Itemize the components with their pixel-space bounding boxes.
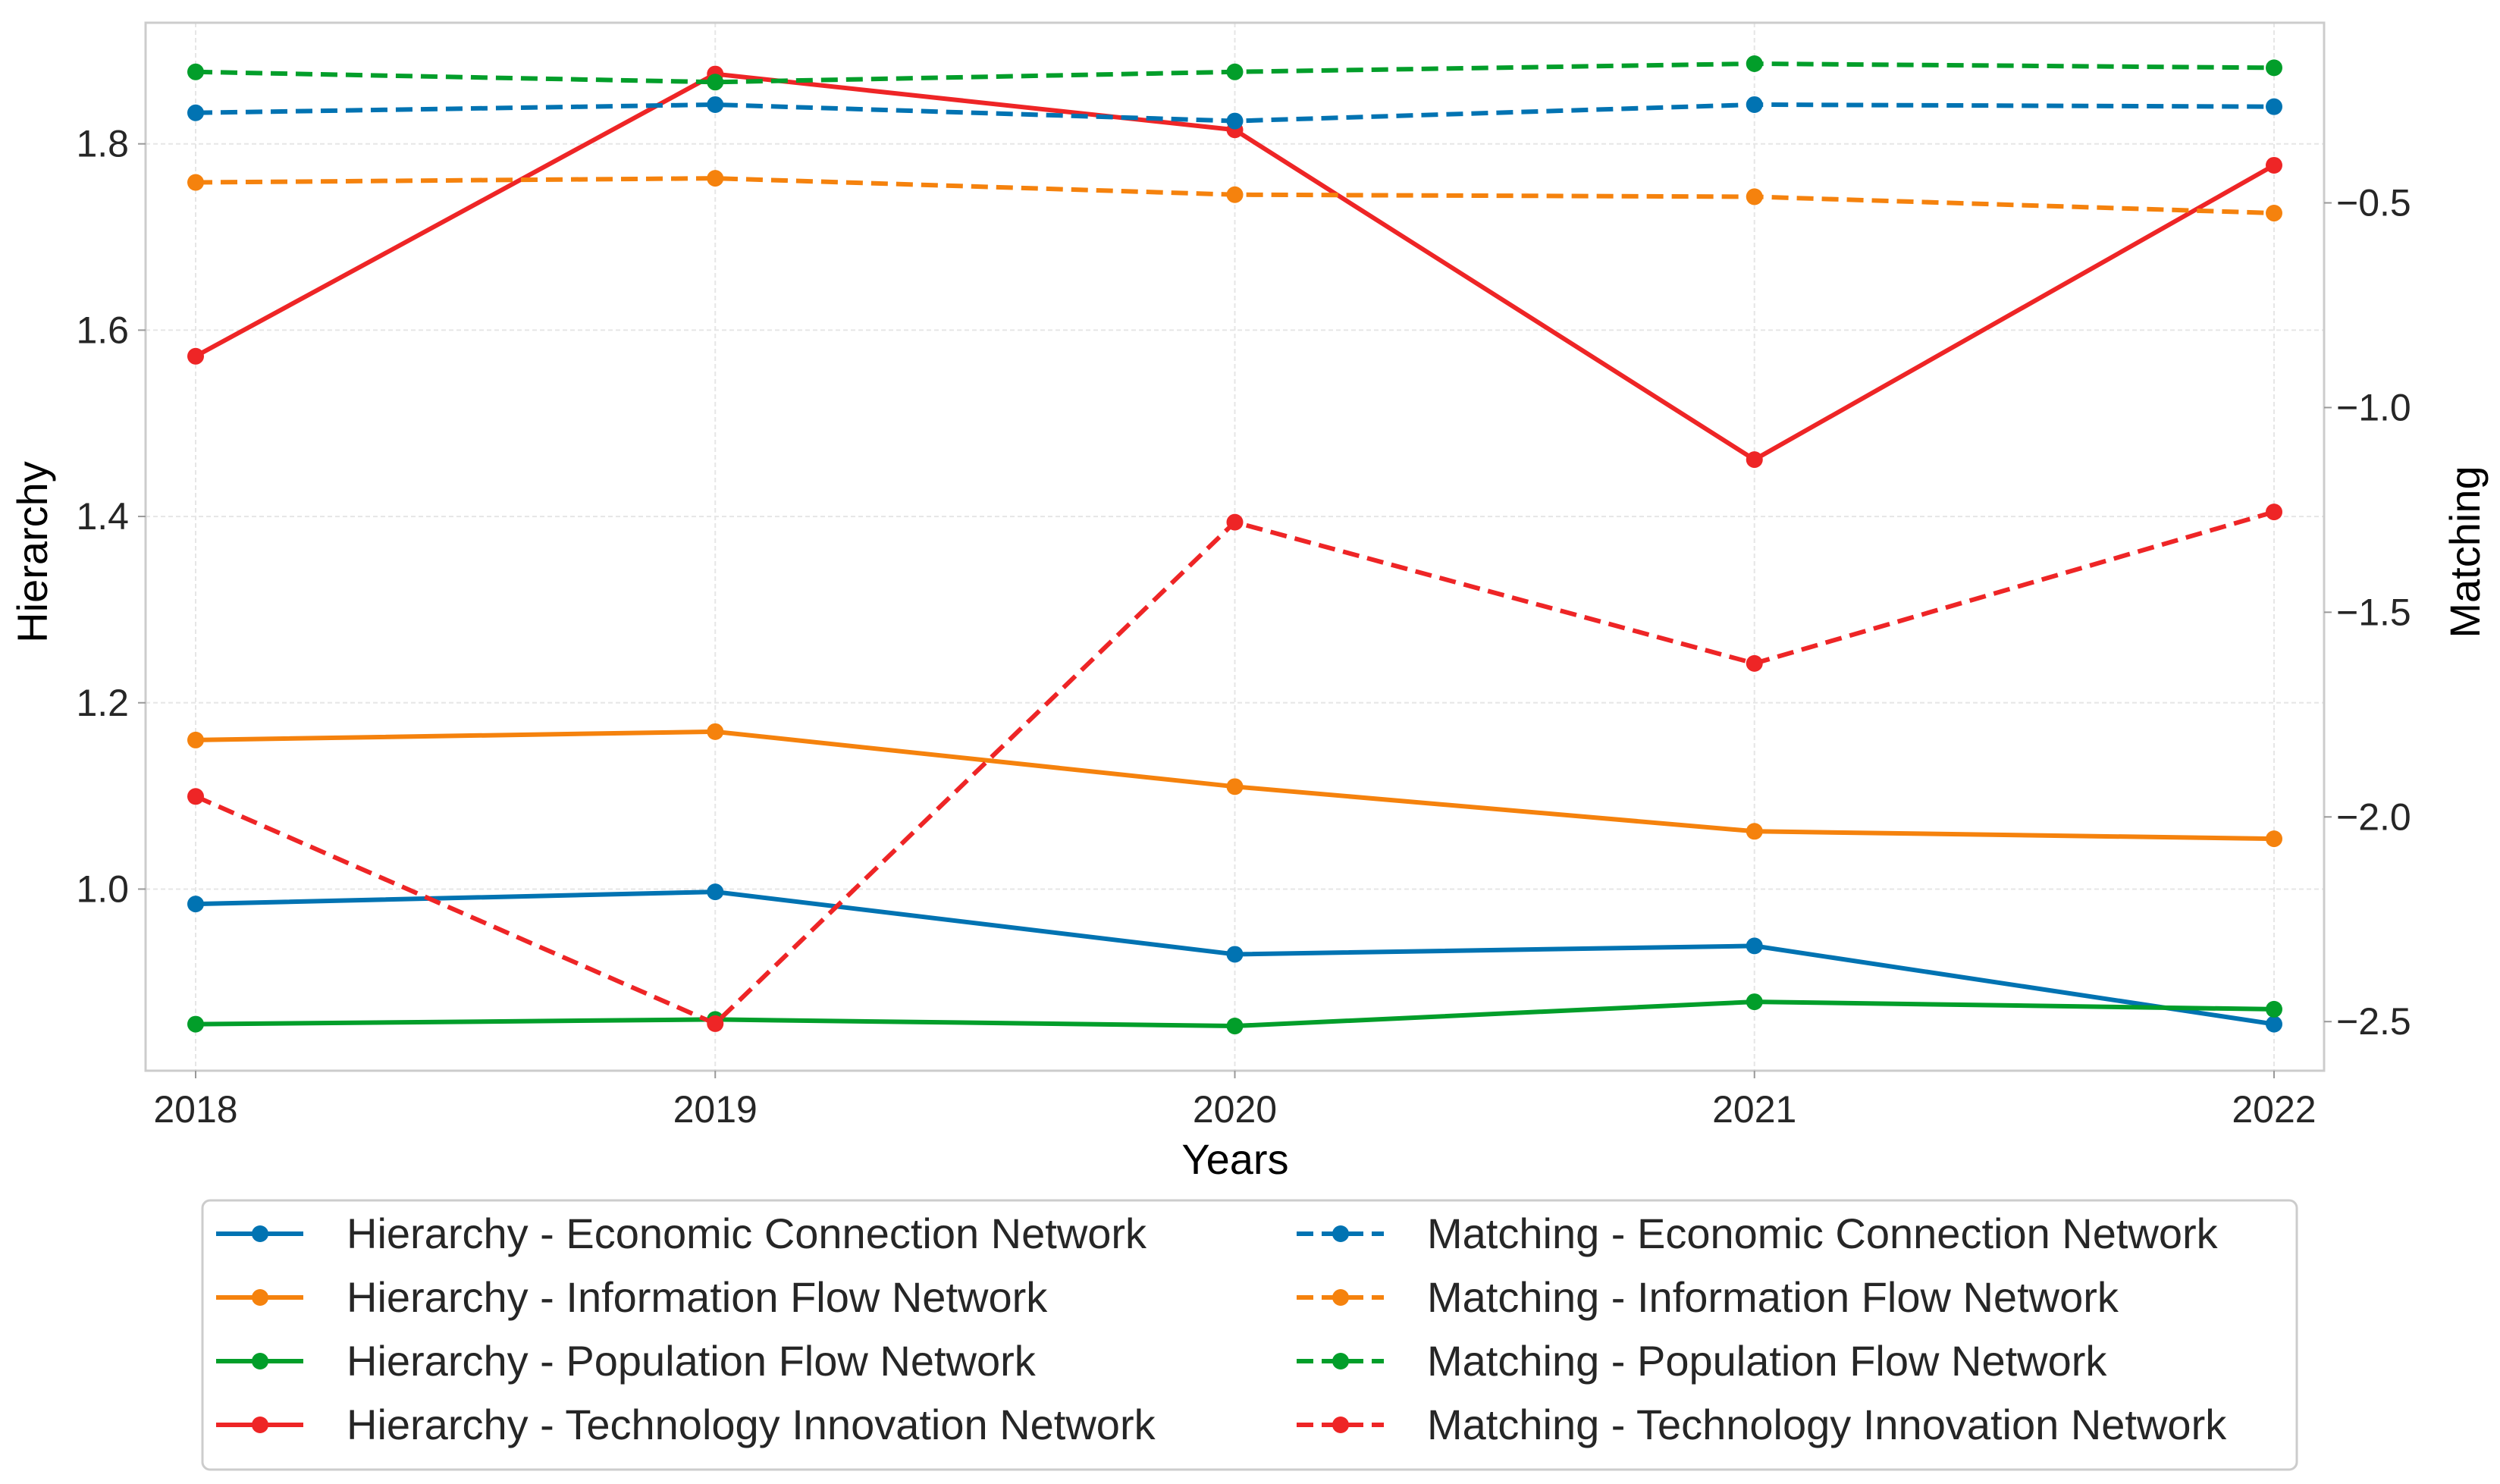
series-6	[187, 170, 2282, 222]
legend-frame	[201, 1199, 2298, 1471]
left-axis-label: Hierarchy	[8, 461, 56, 643]
series-2	[187, 723, 2282, 848]
right-axis-ticks: −2.5 −2.0 −1.5 −1.0 −0.5	[2324, 182, 2411, 1043]
legend-item: Matching - Economic Connection Network	[1297, 1209, 2219, 1257]
legend-item: Hierarchy - Population Flow Network	[216, 1337, 1037, 1385]
legend-marker	[1332, 1289, 1349, 1306]
data-point	[1746, 96, 1763, 113]
right-tick-label: −0.5	[2336, 182, 2411, 224]
data-point	[2266, 156, 2282, 174]
legend: Hierarchy - Economic Connection Network H…	[201, 1199, 2298, 1471]
data-point	[187, 174, 204, 191]
data-point	[2266, 98, 2282, 115]
data-point	[1226, 186, 1244, 203]
x-tick-label: 2021	[1712, 1088, 1796, 1131]
data-point	[1226, 112, 1244, 130]
legend-item: Hierarchy - Economic Connection Network	[216, 1209, 1147, 1257]
data-point	[707, 74, 724, 91]
data-point	[707, 1015, 724, 1032]
data-point	[187, 731, 204, 748]
series-layer	[187, 55, 2282, 1035]
data-point	[1746, 823, 1763, 840]
data-point	[187, 1015, 204, 1033]
data-point	[1746, 451, 1763, 469]
x-tick-label: 2019	[673, 1088, 758, 1131]
data-point	[1746, 188, 1763, 206]
data-point	[187, 104, 204, 121]
legend-marker	[252, 1417, 268, 1433]
series-8	[187, 504, 2282, 1032]
data-point	[1746, 654, 1763, 672]
legend-item: Matching - Technology Innovation Network	[1297, 1401, 2227, 1448]
right-tick-label: −2.0	[2336, 795, 2411, 838]
left-tick-label: 1.6	[76, 309, 129, 351]
legend-items: Hierarchy - Economic Connection Network H…	[216, 1209, 2227, 1448]
legend-label: Hierarchy - Economic Connection Network	[347, 1209, 1147, 1257]
right-tick-label: −1.5	[2336, 591, 2411, 633]
data-point	[1746, 937, 1763, 955]
left-tick-label: 1.4	[76, 495, 129, 538]
data-point	[187, 788, 204, 805]
data-point	[1226, 778, 1244, 795]
data-point	[2266, 59, 2282, 77]
data-point	[187, 63, 204, 80]
data-point	[2266, 504, 2282, 521]
series-1	[187, 883, 2282, 1033]
data-point	[1226, 63, 1244, 80]
data-point	[1226, 513, 1244, 531]
data-point	[1746, 55, 1763, 72]
legend-label: Hierarchy - Population Flow Network	[347, 1337, 1037, 1385]
legend-marker	[252, 1225, 268, 1242]
data-point	[187, 896, 204, 913]
legend-item: Hierarchy - Technology Innovation Networ…	[216, 1401, 1156, 1448]
data-point	[707, 723, 724, 740]
legend-label: Matching - Economic Connection Network	[1427, 1209, 2219, 1257]
x-axis-label: Years	[1181, 1135, 1288, 1183]
legend-item: Matching - Information Flow Network	[1297, 1273, 2119, 1321]
data-point	[1226, 1018, 1244, 1035]
legend-marker	[1332, 1225, 1349, 1242]
legend-label: Hierarchy - Technology Innovation Networ…	[347, 1401, 1156, 1448]
data-point	[707, 96, 724, 113]
data-point	[2266, 830, 2282, 848]
right-tick-label: −1.0	[2336, 386, 2411, 428]
legend-marker	[1332, 1417, 1349, 1433]
data-point	[2266, 205, 2282, 222]
right-axis-label: Matching	[2441, 466, 2489, 638]
legend-label: Matching - Technology Innovation Network	[1427, 1401, 2227, 1448]
x-axis-ticks: 2018 2019 2020 2021 2022	[153, 1071, 2316, 1131]
data-point	[2266, 1015, 2282, 1033]
legend-label: Hierarchy - Information Flow Network	[347, 1273, 1048, 1321]
data-point	[187, 347, 204, 365]
legend-marker	[252, 1289, 268, 1306]
series-7	[187, 55, 2282, 91]
legend-item: Matching - Population Flow Network	[1297, 1337, 2107, 1385]
series-5	[187, 96, 2282, 130]
data-point	[707, 170, 724, 187]
left-tick-label: 1.0	[76, 867, 129, 910]
legend-label: Matching - Population Flow Network	[1427, 1337, 2107, 1385]
x-tick-label: 2022	[2232, 1088, 2316, 1131]
left-tick-label: 1.8	[76, 123, 129, 165]
data-point	[1226, 946, 1244, 963]
x-tick-label: 2020	[1193, 1088, 1277, 1131]
left-tick-label: 1.2	[76, 682, 129, 724]
legend-label: Matching - Information Flow Network	[1427, 1273, 2119, 1321]
legend-item: Hierarchy - Information Flow Network	[216, 1273, 1048, 1321]
data-point	[707, 883, 724, 901]
legend-marker	[252, 1353, 268, 1369]
right-tick-label: −2.5	[2336, 1000, 2411, 1043]
legend-marker	[1332, 1353, 1349, 1369]
data-point	[1746, 993, 1763, 1011]
data-point	[2266, 1000, 2282, 1018]
left-axis-ticks: 1.0 1.2 1.4 1.6 1.8	[76, 123, 146, 910]
x-tick-label: 2018	[153, 1088, 237, 1131]
